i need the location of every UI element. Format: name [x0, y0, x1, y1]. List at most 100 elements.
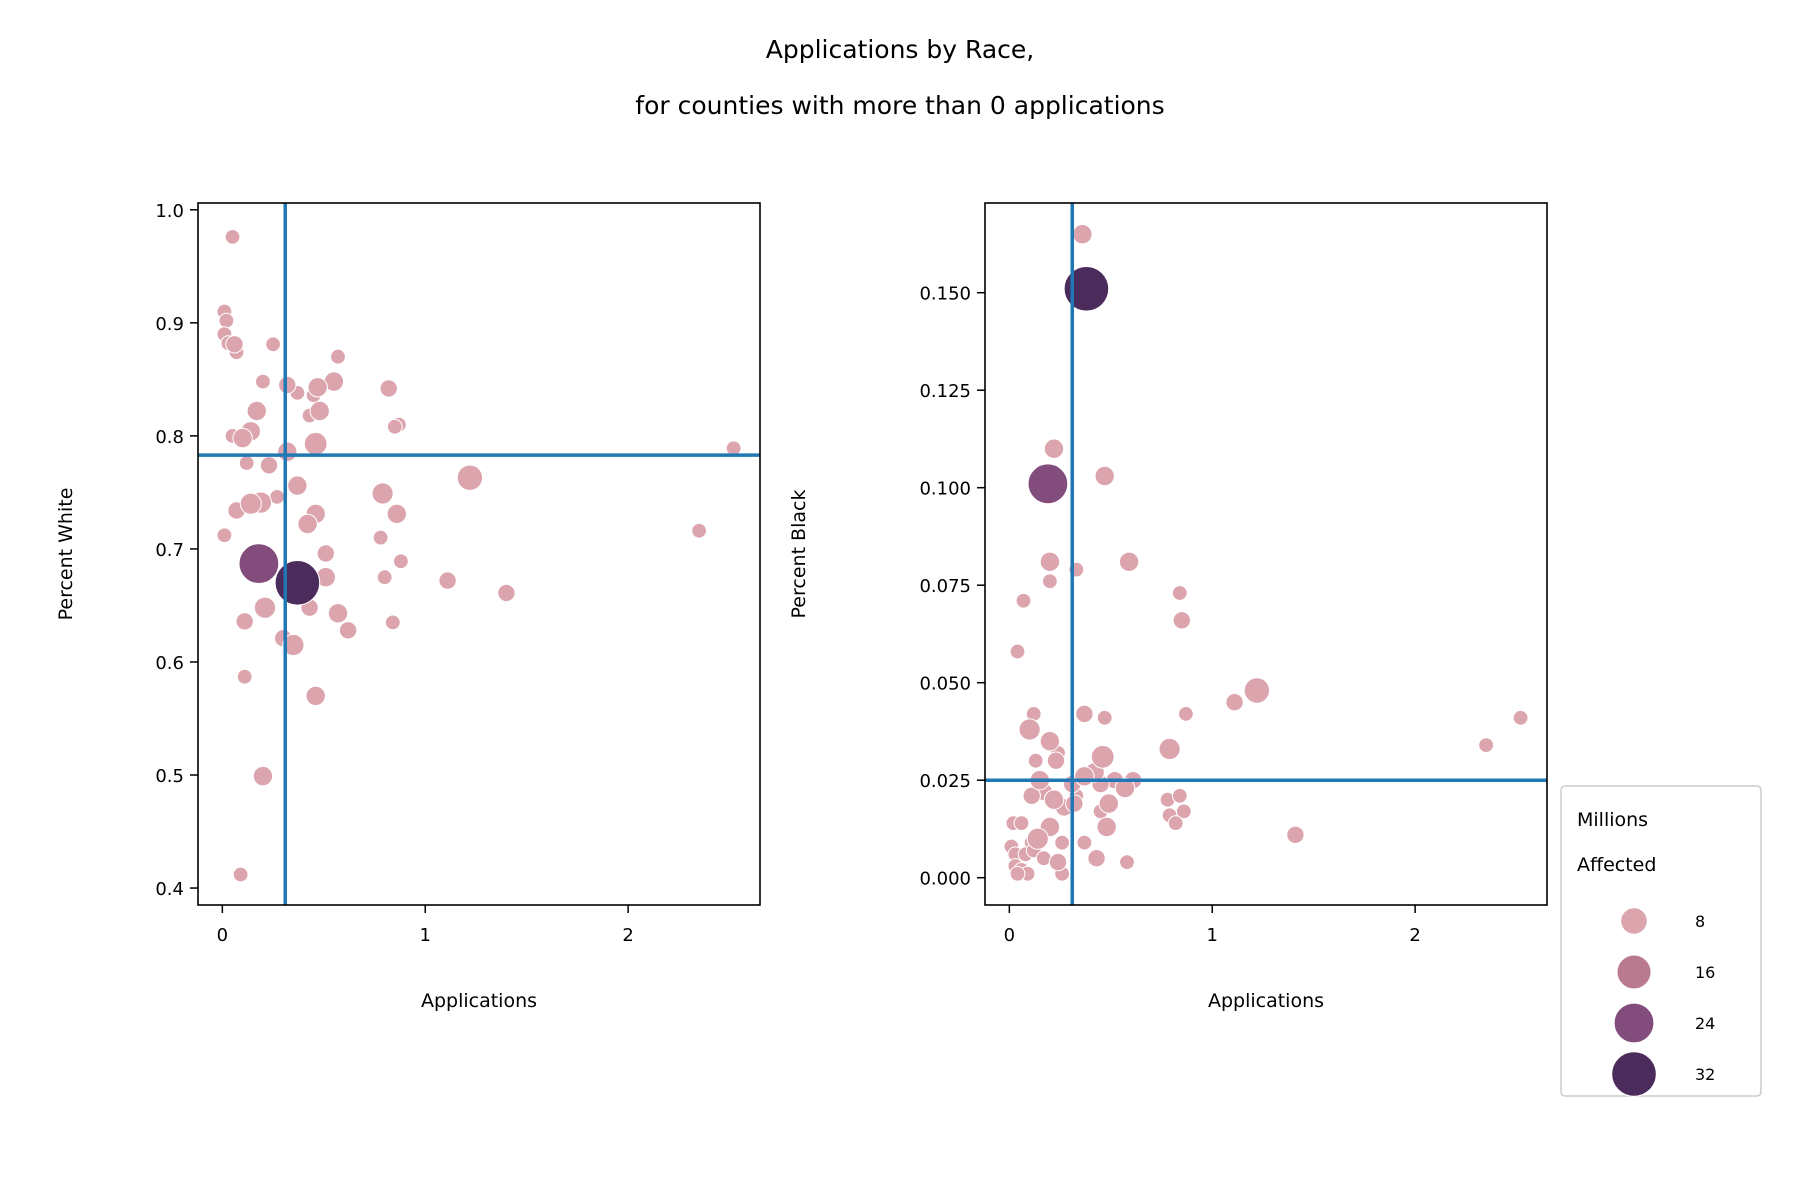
legend-label: 16 — [1695, 963, 1715, 982]
data-point — [1074, 766, 1095, 787]
data-point — [1075, 704, 1094, 724]
legend-marker — [1620, 907, 1648, 935]
data-point — [497, 583, 516, 603]
data-point — [1178, 706, 1194, 722]
data-point — [1094, 465, 1115, 487]
x-axis-label: Applications — [1208, 990, 1324, 1012]
panel-percent-black: 0 1 2 0.000 0.025 0.050 0.075 0.100 0.125 0.150 Ap… — [788, 202, 1548, 1012]
data-point — [1054, 834, 1070, 851]
y-tick-label: 0.100 — [919, 479, 971, 500]
data-point — [1114, 777, 1136, 799]
data-point — [691, 522, 707, 539]
data-point — [1243, 677, 1271, 704]
data-point — [238, 455, 255, 471]
data-point — [1076, 834, 1093, 851]
y-tick-label: 0.9 — [155, 314, 184, 335]
y-tick-label: 0.125 — [919, 381, 971, 402]
data-point — [1026, 827, 1049, 850]
data-point — [1118, 551, 1140, 572]
legend: Millions Affected 8 16 24 32 — [1560, 785, 1762, 1097]
x-tick-label: 1 — [420, 925, 431, 946]
data-point — [235, 612, 254, 631]
data-point — [265, 336, 282, 353]
data-point — [1009, 865, 1026, 882]
x-tick-label: 2 — [622, 925, 633, 946]
data-point — [1478, 737, 1494, 753]
data-point — [1043, 438, 1065, 459]
data-point — [303, 431, 328, 456]
data-point — [1009, 643, 1026, 660]
x-tick-label: 2 — [1409, 925, 1420, 946]
legend-marker — [1613, 1002, 1655, 1044]
y-tick-label: 0.6 — [155, 653, 184, 674]
y-tick-label: 1.0 — [155, 201, 184, 222]
data-point — [386, 418, 403, 435]
legend-title-line-2: Affected — [1577, 854, 1656, 876]
data-point — [371, 482, 394, 505]
y-tick-label: 0.4 — [155, 879, 184, 900]
data-point — [386, 503, 407, 525]
data-point — [282, 633, 305, 657]
data-point — [259, 456, 279, 475]
data-point — [316, 544, 335, 563]
data-point — [297, 513, 318, 535]
data-point — [379, 379, 398, 398]
data-point — [232, 866, 249, 883]
plot-frame — [984, 202, 1548, 906]
data-point — [376, 569, 393, 586]
data-point — [277, 441, 298, 462]
data-point — [1286, 825, 1305, 844]
chart-title-line-1: Applications by Race, — [766, 35, 1034, 64]
data-point — [1063, 266, 1110, 312]
data-point — [1043, 789, 1065, 810]
data-point — [216, 527, 233, 544]
data-point — [1039, 731, 1061, 752]
data-point — [1225, 693, 1244, 712]
data-point — [252, 765, 274, 787]
chart-title-line-2: for counties with more than 0 applicatio… — [635, 91, 1164, 120]
data-point — [255, 373, 271, 390]
legend-label: 32 — [1695, 1065, 1715, 1084]
data-point — [327, 603, 349, 624]
data-point — [236, 668, 253, 685]
data-point — [393, 553, 409, 570]
plot-frame — [197, 202, 761, 906]
y-axis-label: Percent Black — [788, 490, 810, 619]
y-tick-label: 0.5 — [155, 766, 184, 787]
data-point — [218, 312, 235, 329]
data-point — [1027, 752, 1044, 769]
data-point — [287, 475, 308, 496]
data-point — [338, 621, 358, 640]
data-point — [305, 685, 326, 707]
data-point — [224, 229, 241, 245]
data-point — [274, 560, 321, 606]
legend-marker — [1611, 1051, 1657, 1097]
y-tick-label: 0.150 — [919, 284, 971, 305]
x-axis-label: Applications — [421, 990, 537, 1012]
data-point — [456, 464, 484, 491]
legend-title-line-1: Millions — [1577, 809, 1648, 831]
data-point — [1042, 573, 1058, 590]
data-point — [1090, 744, 1115, 769]
data-point — [1172, 611, 1192, 630]
data-point — [1018, 718, 1041, 741]
data-point — [1087, 849, 1106, 868]
data-point — [372, 529, 389, 546]
data-point — [1171, 787, 1188, 804]
y-tick-label: 0.075 — [919, 576, 971, 597]
x-tick-label: 0 — [217, 925, 228, 946]
data-point — [232, 427, 253, 449]
data-point — [238, 543, 280, 584]
data-point — [307, 377, 328, 398]
y-tick-label: 0.000 — [919, 869, 971, 890]
x-tick-label: 1 — [1207, 925, 1218, 946]
data-point — [1048, 852, 1068, 872]
data-point — [1072, 224, 1093, 245]
y-tick-label: 0.7 — [155, 540, 184, 561]
y-axis-label: Percent White — [55, 488, 77, 621]
data-point — [438, 571, 457, 590]
x-tick-label: 0 — [1004, 925, 1015, 946]
data-point — [330, 348, 346, 365]
y-tick-label: 0.8 — [155, 427, 184, 448]
data-point — [253, 596, 277, 619]
